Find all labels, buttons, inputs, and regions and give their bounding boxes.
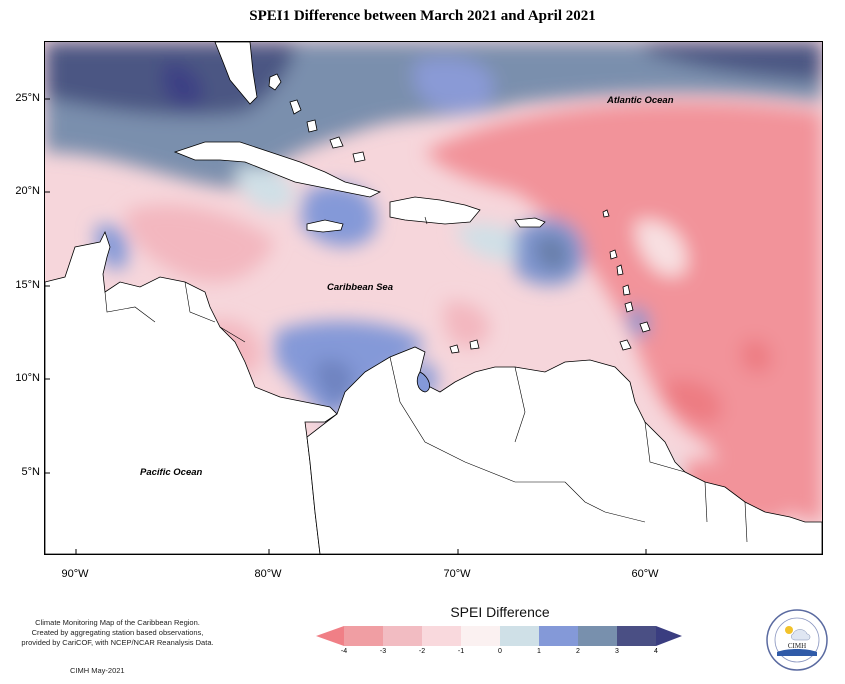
lon-label-80w: 80°W <box>254 568 282 580</box>
legend-swatch-5 <box>500 626 539 646</box>
legend-tick: 1 <box>537 648 541 655</box>
lat-label-10: 10°N <box>15 372 40 384</box>
legend-swatch-6 <box>539 626 578 646</box>
legend-swatch-8 <box>617 626 656 646</box>
legend-swatch-3 <box>422 626 461 646</box>
legend-swatch-4 <box>461 626 500 646</box>
map-panel: Atlantic Ocean Caribbean Sea Pacific Oce… <box>44 41 823 555</box>
legend-tick: -4 <box>340 648 348 655</box>
legend-tick: -2 <box>418 648 426 655</box>
legend-tick: -1 <box>457 648 465 655</box>
legend-swatch-7 <box>578 626 617 646</box>
logo-text: CIMH <box>788 642 806 650</box>
legend-color-bar <box>316 626 682 646</box>
frame-ticks <box>45 98 647 554</box>
map-title: SPEI1 Difference between March 2021 and … <box>249 8 596 24</box>
lat-label-20: 20°N <box>15 185 40 197</box>
map-description: Climate Monitoring Map of the Caribbean … <box>10 618 225 648</box>
cloud-icon <box>791 629 811 641</box>
country-borders <box>104 216 748 543</box>
legend-swatch-9 <box>656 626 682 646</box>
cimh-logo: CIMH <box>766 609 828 671</box>
land-polygons <box>45 42 822 554</box>
spei-difference-map <box>45 42 822 554</box>
sun-icon <box>785 626 793 634</box>
description-line-3: provided by CariCOF, with NCEP/NCAR Rean… <box>21 638 214 647</box>
lat-label-5: 5°N <box>21 466 40 478</box>
caribbean-sea-label: Caribbean Sea <box>327 282 393 293</box>
description-line-2: Created by aggregating station based obs… <box>31 628 204 637</box>
credit-text: CIMH May-2021 <box>70 666 125 675</box>
lat-label-15: 15°N <box>15 279 40 291</box>
legend-tick: 3 <box>615 648 619 655</box>
legend-swatch-2 <box>383 626 422 646</box>
atlantic-ocean-label: Atlantic Ocean <box>607 95 674 106</box>
legend-tick: 4 <box>654 648 658 655</box>
legend-swatch-1 <box>344 626 383 646</box>
legend-tick: 0 <box>498 648 502 655</box>
pacific-ocean-label: Pacific Ocean <box>140 467 203 478</box>
lon-label-90w: 90°W <box>61 568 89 580</box>
legend-swatch-0 <box>316 626 344 646</box>
legend-tick: -3 <box>379 648 387 655</box>
legend-tick: 2 <box>576 648 580 655</box>
lon-label-70w: 70°W <box>443 568 471 580</box>
legend-title: SPEI Difference <box>450 604 550 620</box>
lon-label-60w: 60°W <box>631 568 659 580</box>
lat-label-25: 25°N <box>15 92 40 104</box>
description-line-1: Climate Monitoring Map of the Caribbean … <box>35 618 200 627</box>
